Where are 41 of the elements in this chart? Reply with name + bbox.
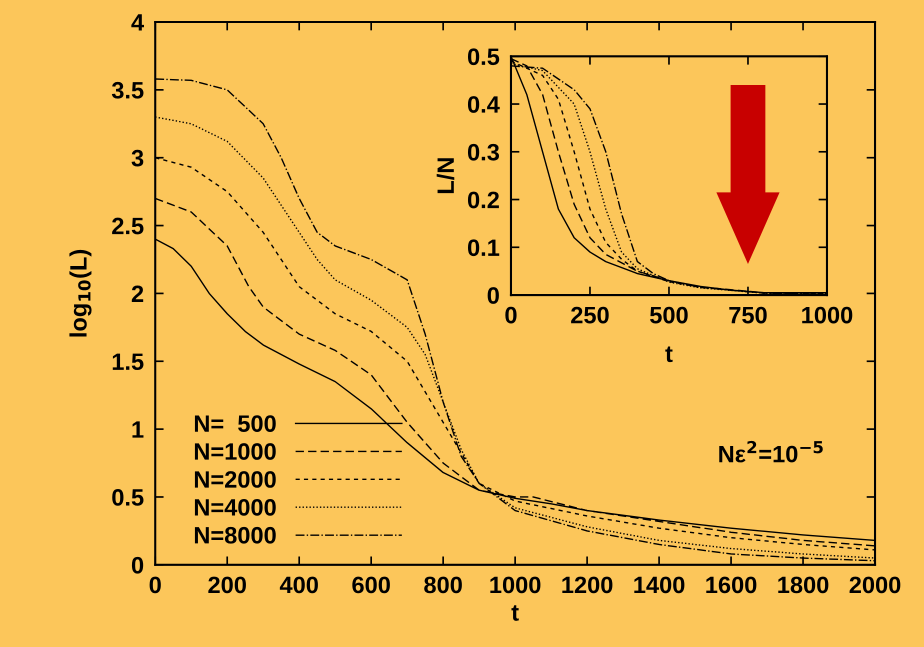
x-tick-label: 600 <box>352 576 390 594</box>
annotation: Nε$^{2}$=10$^{−5}$ <box>719 440 823 462</box>
y-tick-label: 0.4 <box>468 96 500 113</box>
y-tick-label: 0 <box>488 287 499 304</box>
x-axis-title: t <box>665 346 673 362</box>
legend-label: N=1000 <box>194 443 276 460</box>
x-tick-label: 200 <box>208 576 246 594</box>
x-tick-label: 1400 <box>634 576 684 594</box>
y-tick-label: 0.1 <box>468 239 500 256</box>
y-tick-label: 0.5 <box>468 48 500 66</box>
x-tick-label: 250 <box>571 306 609 324</box>
x-tick-label: 1000 <box>802 306 852 324</box>
x-tick-label: 1800 <box>778 576 828 594</box>
y-tick-label: 3.5 <box>112 82 144 99</box>
x-tick-label: 0 <box>505 306 517 324</box>
y-tick-label: 2 <box>132 285 144 302</box>
y-tick-label: 4 <box>131 14 144 31</box>
y-tick-label: 1.5 <box>112 354 144 370</box>
x-axis-title: t <box>511 605 519 621</box>
x-tick-label: 400 <box>280 576 318 594</box>
legend-label: N= 500 <box>194 415 276 432</box>
x-tick-label: 500 <box>650 306 688 324</box>
x-tick-label: 800 <box>424 576 462 594</box>
x-tick-label: 1600 <box>706 576 756 594</box>
legend-label: N=8000 <box>194 526 276 544</box>
x-tick-label: 0 <box>150 576 161 594</box>
y-tick-label: 3 <box>132 150 144 167</box>
y-tick-label: 0.5 <box>112 489 144 506</box>
x-tick-label: 750 <box>729 306 767 324</box>
y-axis-title: L/N <box>436 158 454 194</box>
x-tick-label: 1200 <box>562 576 612 594</box>
legend-label: N=4000 <box>194 499 276 516</box>
x-tick-label: 1000 <box>490 576 540 594</box>
legend-label: N=2000 <box>194 471 276 488</box>
y-tick-label: 0.2 <box>468 192 499 208</box>
y-tick-label: 2.5 <box>112 218 144 234</box>
y-axis-title: log$_{10}$(L) <box>69 250 92 337</box>
x-tick-label: 2000 <box>850 576 900 594</box>
y-tick-label: 0 <box>132 556 144 574</box>
y-tick-label: 0.3 <box>468 144 500 161</box>
y-tick-label: 1 <box>132 421 144 438</box>
